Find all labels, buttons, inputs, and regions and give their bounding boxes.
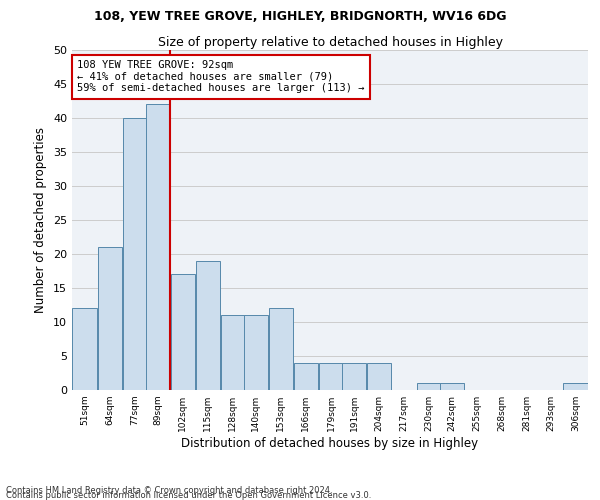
Bar [440,383,464,390]
Text: 108 YEW TREE GROVE: 92sqm
← 41% of detached houses are smaller (79)
59% of semi-: 108 YEW TREE GROVE: 92sqm ← 41% of detac… [77,60,365,94]
Bar [367,363,391,390]
Title: Size of property relative to detached houses in Highley: Size of property relative to detached ho… [157,36,503,49]
Bar [319,363,343,390]
Bar [73,308,97,390]
Bar [342,363,366,390]
X-axis label: Distribution of detached houses by size in Highley: Distribution of detached houses by size … [181,437,479,450]
Bar [294,363,318,390]
Bar [221,315,245,390]
Bar [146,104,170,390]
Text: 108, YEW TREE GROVE, HIGHLEY, BRIDGNORTH, WV16 6DG: 108, YEW TREE GROVE, HIGHLEY, BRIDGNORTH… [94,10,506,23]
Bar [122,118,146,390]
Y-axis label: Number of detached properties: Number of detached properties [34,127,47,313]
Bar [98,247,122,390]
Bar [563,383,587,390]
Bar [417,383,441,390]
Bar [244,315,268,390]
Text: Contains public sector information licensed under the Open Government Licence v3: Contains public sector information licen… [6,491,371,500]
Bar [170,274,195,390]
Text: Contains HM Land Registry data © Crown copyright and database right 2024.: Contains HM Land Registry data © Crown c… [6,486,332,495]
Bar [196,261,220,390]
Bar [269,308,293,390]
